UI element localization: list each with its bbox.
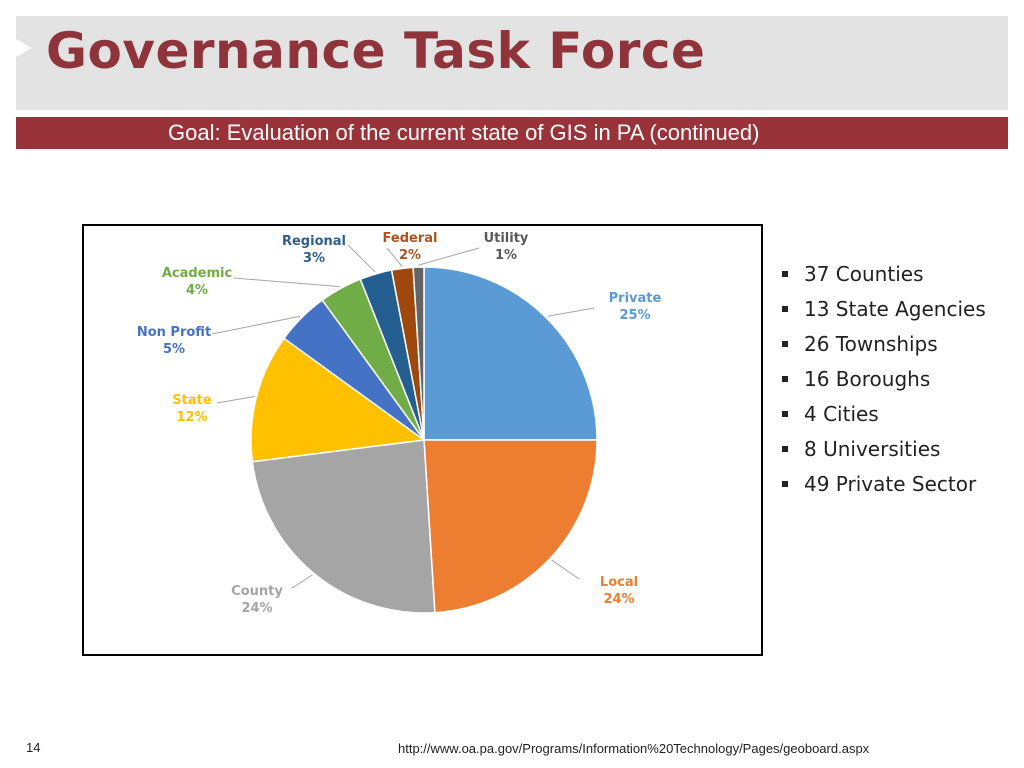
bullet-square-icon xyxy=(782,411,788,417)
slice-value-label: 3% xyxy=(303,251,325,266)
slice-value-label: 1% xyxy=(495,248,517,263)
pie-slice-private xyxy=(423,266,598,441)
slice-name-label: Federal xyxy=(383,231,438,246)
slice-value-label: 2% xyxy=(399,248,421,263)
bullet-text: 4 Cities xyxy=(804,402,879,426)
bullet-text: 49 Private Sector xyxy=(804,472,977,496)
page-subtitle: Goal: Evaluation of the current state of… xyxy=(168,120,760,145)
pie-chart: Private 25% Local 24% County 24% State 12% Non P… xyxy=(137,231,662,616)
bullet-text: 26 Townships xyxy=(804,332,938,356)
bullet-square-icon xyxy=(782,306,788,312)
leader-line xyxy=(551,559,580,580)
leader-line xyxy=(291,574,313,589)
leader-line xyxy=(418,247,480,266)
bullet-square-icon xyxy=(782,481,788,487)
slice-value-label: 5% xyxy=(163,342,185,357)
source-link[interactable]: http://www.oa.pa.gov/Programs/Informatio… xyxy=(398,741,870,756)
slice-name-label: Regional xyxy=(282,234,346,249)
pie-slice-local xyxy=(423,439,598,614)
pie-slice-state xyxy=(250,337,426,463)
title-band xyxy=(16,16,1008,110)
bullet-text: 16 Boroughs xyxy=(804,367,931,391)
title-arrow-icon xyxy=(16,39,32,57)
slice-value-label: 12% xyxy=(176,410,207,425)
bullet-square-icon xyxy=(782,376,788,382)
subtitle-band xyxy=(16,117,1008,149)
bullet-item: 16 Boroughs xyxy=(778,367,1008,391)
bullet-list: 37 Counties 13 State Agencies 26 Townshi… xyxy=(778,262,1008,507)
bullet-square-icon xyxy=(782,271,788,277)
slice-name-label: Utility xyxy=(484,231,529,246)
leader-line xyxy=(211,315,301,335)
slice-name-label: County xyxy=(231,584,283,599)
page-number: 14 xyxy=(26,740,41,755)
pie-slice-county xyxy=(251,439,436,614)
bullet-item: 37 Counties xyxy=(778,262,1008,286)
bullet-text: 8 Universities xyxy=(804,437,941,461)
slice-value-label: 24% xyxy=(603,592,634,607)
leader-line xyxy=(547,307,595,317)
leader-line xyxy=(216,395,255,404)
pie-slice-utility xyxy=(412,266,425,441)
slice-name-label: Non Profit xyxy=(137,325,211,340)
slice-value-label: 25% xyxy=(619,308,650,323)
bullet-square-icon xyxy=(782,341,788,347)
slice-value-label: 24% xyxy=(241,601,272,616)
bullet-item: 49 Private Sector xyxy=(778,472,1008,496)
slice-name-label: Local xyxy=(600,575,638,590)
chart-frame: Private 25% Local 24% County 24% State 12% Non P… xyxy=(82,224,763,656)
bullet-text: 37 Counties xyxy=(804,262,924,286)
bullet-item: 4 Cities xyxy=(778,402,1008,426)
bullet-item: 13 State Agencies xyxy=(778,297,1008,321)
leader-line xyxy=(233,277,340,288)
leader-line xyxy=(347,244,376,273)
leader-line xyxy=(386,247,403,267)
bullet-item: 26 Townships xyxy=(778,332,1008,356)
slice-name-label: Academic xyxy=(162,266,232,281)
bullet-text: 13 State Agencies xyxy=(804,297,986,321)
page-title: Governance Task Force xyxy=(46,22,706,80)
bullet-item: 8 Universities xyxy=(778,437,1008,461)
slice-name-label: State xyxy=(172,393,212,408)
bullet-square-icon xyxy=(782,446,788,452)
slice-value-label: 4% xyxy=(186,283,208,298)
slice-name-label: Private xyxy=(609,291,662,306)
